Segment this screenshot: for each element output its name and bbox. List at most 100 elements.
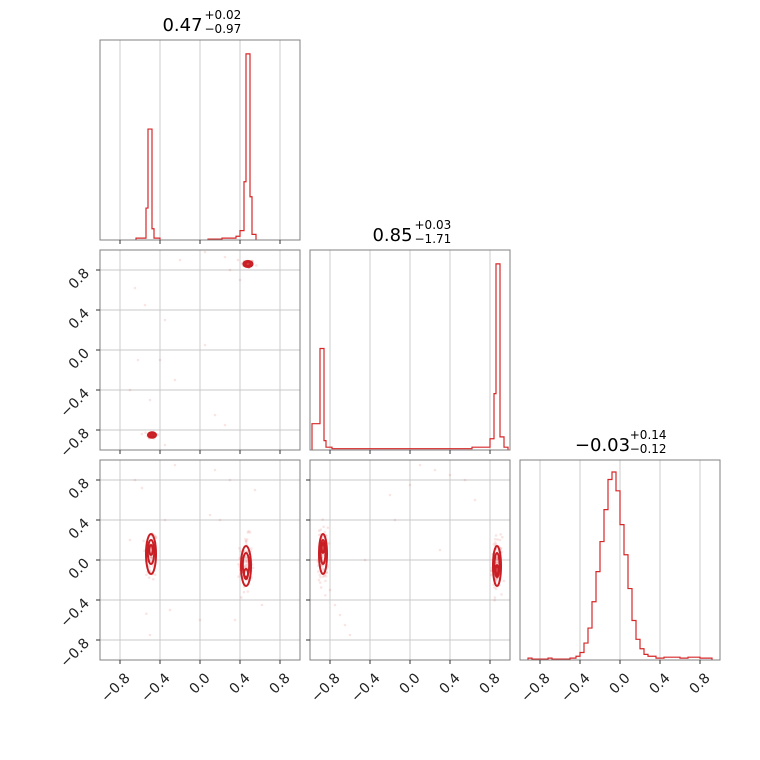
scatter-point (318, 573, 322, 577)
scatter-point (393, 518, 397, 522)
x-tick-label: 0.4 (647, 670, 674, 697)
scatter-point (496, 538, 499, 541)
scatter-point (223, 255, 227, 259)
scatter-point (500, 593, 503, 596)
x-tick-label: 0.0 (607, 670, 634, 697)
histogram-panel-0: 0.47 +0.02−0.97 (99, 8, 301, 244)
scatter-point (148, 398, 152, 402)
scatter-point (238, 278, 242, 282)
scatter-point (243, 560, 247, 564)
scatter-point (238, 547, 241, 550)
scatter-point (495, 555, 499, 559)
x-tick-label: 0.8 (477, 670, 504, 697)
scatter-point (433, 468, 437, 472)
scatter-point (246, 531, 250, 534)
histogram-series (135, 53, 257, 240)
density-contour (492, 545, 502, 587)
title-upper-error: +0.03 (415, 218, 452, 232)
scatter-point (338, 613, 342, 617)
scatter-point (495, 577, 499, 581)
scatter-point (223, 423, 227, 427)
density-contour (145, 533, 157, 575)
scatter-point (140, 432, 144, 436)
scatter-point (489, 573, 493, 577)
scatter-point (244, 537, 247, 541)
scatter-point (203, 250, 207, 254)
scatter-point (208, 513, 212, 517)
scatter-point (236, 258, 240, 262)
scatter-point (245, 559, 249, 563)
scatter-point (493, 598, 496, 602)
scatter-point (321, 575, 325, 579)
x-tick-label: −0.4 (348, 670, 383, 705)
scatter-point (324, 579, 327, 583)
scatter-point (327, 542, 331, 545)
density-contour (244, 261, 252, 267)
scatter-point (163, 443, 167, 447)
density-contour (494, 564, 500, 576)
title-upper-error: +0.02 (205, 8, 242, 22)
scatter-point (245, 563, 248, 566)
x-tick-label: 0.4 (227, 670, 254, 697)
scatter-panel-0-2: −0.8 −0.4 0.0 0.4 0.8−0.8−0.40.00.40.8 (57, 459, 301, 706)
x-tick-label: −0.4 (138, 670, 173, 705)
scatter-point (317, 578, 321, 582)
scatter-point (154, 536, 158, 540)
scatter-points (316, 463, 506, 637)
histogram-series (311, 263, 509, 450)
title-lower-error: −0.12 (630, 442, 667, 456)
title-median: 0.85 (372, 225, 412, 246)
scatter-point (494, 587, 498, 591)
x-tick-label: 0.0 (187, 670, 214, 697)
scatter-point (198, 618, 202, 622)
scatter-point (158, 358, 162, 362)
density-contour (320, 542, 326, 554)
histogram-series (527, 471, 713, 660)
density-contour (242, 260, 254, 268)
y-tick-label: 0.4 (66, 305, 93, 332)
scatter-point (321, 518, 324, 521)
scatter-point (133, 286, 137, 290)
scatter-point (493, 537, 497, 541)
scatter-point (149, 555, 152, 559)
scatter-point (244, 540, 248, 543)
scatter-point (246, 590, 250, 593)
scatter-point (408, 483, 412, 487)
density-contour (147, 431, 157, 439)
scatter-point (243, 565, 247, 569)
scatter-point (154, 536, 158, 539)
scatter-point (240, 596, 243, 599)
scatter-point (317, 570, 320, 573)
scatter-point (154, 534, 157, 538)
scatter-point (245, 560, 249, 563)
scatter-point (322, 525, 325, 529)
histogram-title: −0.03 (575, 435, 630, 456)
scatter-point (144, 431, 147, 435)
scatter-point (448, 473, 452, 477)
x-tick-label: 0.8 (687, 670, 714, 697)
scatter-point (499, 547, 503, 550)
scatter-panel-1-2: −0.8 −0.4 0.0 0.4 0.8 (306, 459, 511, 706)
scatter-point (168, 608, 172, 612)
scatter-point (147, 576, 151, 579)
scatter-point (495, 560, 499, 564)
scatter-point (493, 586, 496, 589)
scatter-point (239, 549, 243, 553)
scatter-point (324, 575, 328, 578)
scatter-point (343, 623, 347, 627)
x-tick-label: 0.4 (437, 670, 464, 697)
scatter-point (495, 559, 499, 562)
histogram-panel-1: 0.85 +0.03−1.71 (309, 218, 511, 454)
scatter-point (148, 565, 151, 569)
scatter-point (319, 586, 323, 589)
scatter-point (244, 563, 248, 567)
scatter-point (149, 556, 153, 560)
scatter-point (494, 543, 498, 546)
y-tick-label: −0.8 (57, 636, 92, 671)
scatter-point (323, 530, 326, 534)
scatter-point (319, 528, 323, 531)
x-tick-label: 0.8 (267, 670, 294, 697)
density-contour (493, 552, 501, 578)
scatter-point (255, 264, 258, 267)
